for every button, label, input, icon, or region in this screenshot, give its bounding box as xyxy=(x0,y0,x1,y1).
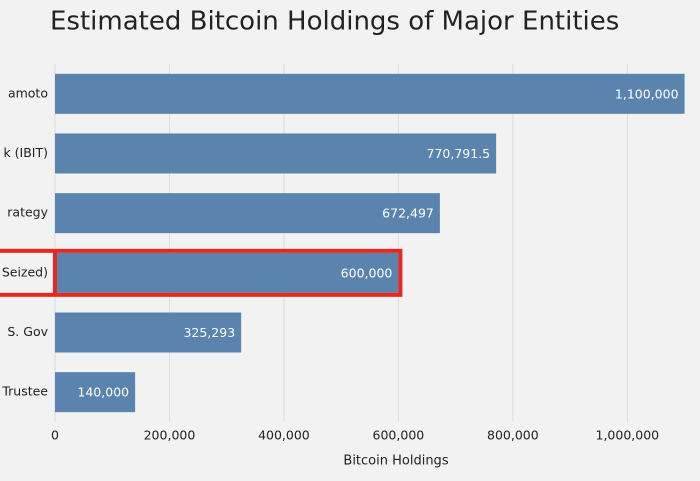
y-tick-label: rategy xyxy=(7,205,48,220)
value-label: 325,293 xyxy=(183,325,235,340)
bar xyxy=(55,312,242,353)
y-tick-label: amoto xyxy=(8,85,48,100)
value-label: 672,497 xyxy=(382,206,434,221)
bar xyxy=(55,252,399,293)
x-tick-label: 400,000 xyxy=(258,428,310,443)
value-label: 140,000 xyxy=(77,385,129,400)
value-label: 1,100,000 xyxy=(615,86,679,101)
bar xyxy=(55,133,497,174)
bar xyxy=(55,193,440,234)
x-tick-label: 0 xyxy=(51,428,59,443)
y-tick-label: S. Gov xyxy=(7,324,48,339)
chart-title: Estimated Bitcoin Holdings of Major Enti… xyxy=(50,7,619,37)
bar xyxy=(55,372,136,413)
value-label: 770,791.5 xyxy=(427,146,491,161)
y-tick-label: Seized) xyxy=(2,264,48,279)
highlight-box xyxy=(0,248,403,297)
bar xyxy=(55,73,685,114)
x-axis-label: Bitcoin Holdings xyxy=(343,454,448,469)
x-tick-label: 200,000 xyxy=(144,428,196,443)
y-tick-label: k (IBIT) xyxy=(3,145,48,160)
value-label: 600,000 xyxy=(341,265,393,280)
x-tick-label: 800,000 xyxy=(487,428,539,443)
x-tick-label: 600,000 xyxy=(373,428,425,443)
y-tick-label: Trustee xyxy=(1,384,48,399)
x-tick-label: 1,000,000 xyxy=(596,428,660,443)
